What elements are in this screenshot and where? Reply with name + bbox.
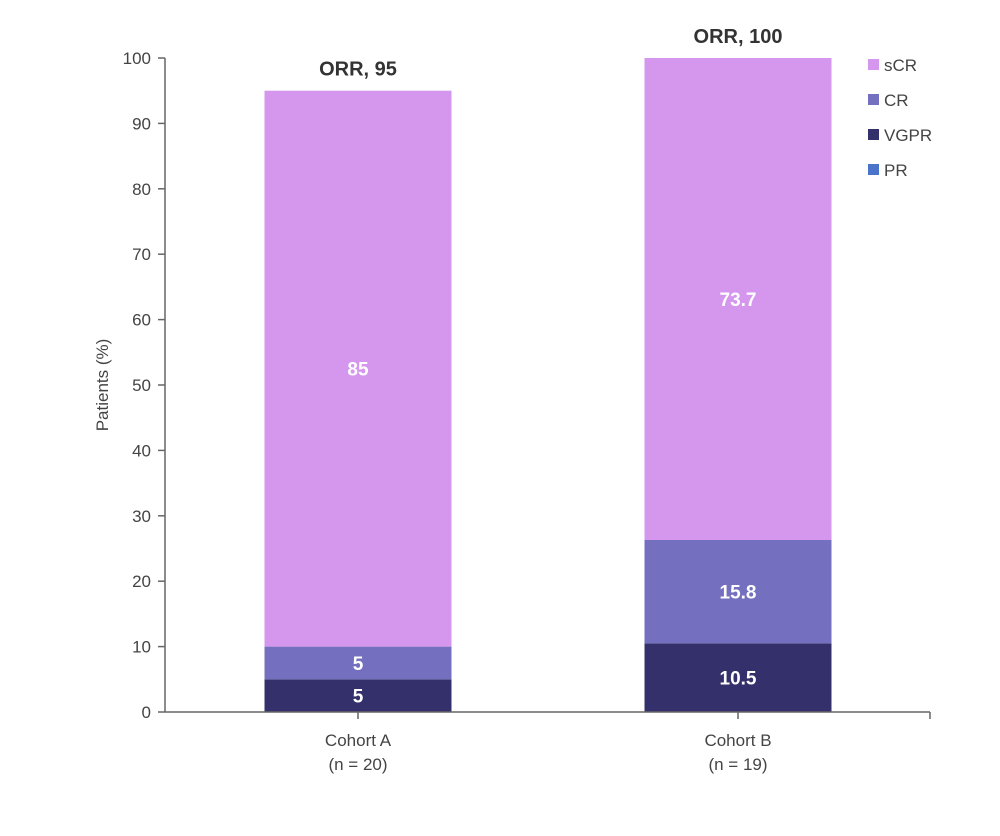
bar-segment-cr	[644, 539, 832, 644]
x-tick-label: Cohort A	[325, 731, 392, 750]
y-tick-label: 70	[132, 245, 151, 264]
bar-segment-vgpr	[264, 679, 452, 712]
x-tick-label: Cohort B	[704, 731, 771, 750]
orr-annotation: ORR, 95	[319, 59, 397, 81]
legend-swatch-pr	[868, 164, 879, 175]
bar-segment-vgpr	[644, 643, 832, 712]
data-label: 73.7	[720, 290, 757, 311]
legend-swatch-vgpr	[868, 129, 879, 140]
legend-label: sCR	[884, 56, 917, 75]
y-tick-label: 80	[132, 180, 151, 199]
legend-swatch-cr	[868, 94, 879, 105]
x-tick-sublabel: (n = 19)	[708, 755, 767, 774]
legend-label: PR	[884, 161, 908, 180]
data-label: 5	[353, 654, 364, 675]
y-tick-label: 30	[132, 507, 151, 526]
y-tick-label: 90	[132, 114, 151, 133]
data-label: 15.8	[720, 583, 757, 604]
y-tick-label: 20	[132, 572, 151, 591]
bar-segment-scr	[644, 58, 832, 540]
legend-swatch-scr	[868, 59, 879, 70]
bar-segment-cr	[264, 646, 452, 680]
y-axis-label: Patients (%)	[93, 339, 112, 432]
bar-segment-scr	[264, 90, 452, 647]
legend-label: CR	[884, 91, 909, 110]
x-tick-sublabel: (n = 20)	[328, 755, 387, 774]
data-label: 5	[353, 687, 364, 708]
legend-label: VGPR	[884, 126, 932, 145]
orr-annotation: ORR, 100	[694, 26, 783, 48]
y-tick-label: 50	[132, 376, 151, 395]
y-tick-label: 100	[123, 49, 151, 68]
data-label: 10.5	[720, 669, 757, 690]
y-tick-label: 40	[132, 441, 151, 460]
y-tick-label: 10	[132, 638, 151, 657]
data-label: 85	[347, 360, 369, 381]
y-tick-label: 0	[142, 703, 151, 722]
y-tick-label: 60	[132, 311, 151, 330]
